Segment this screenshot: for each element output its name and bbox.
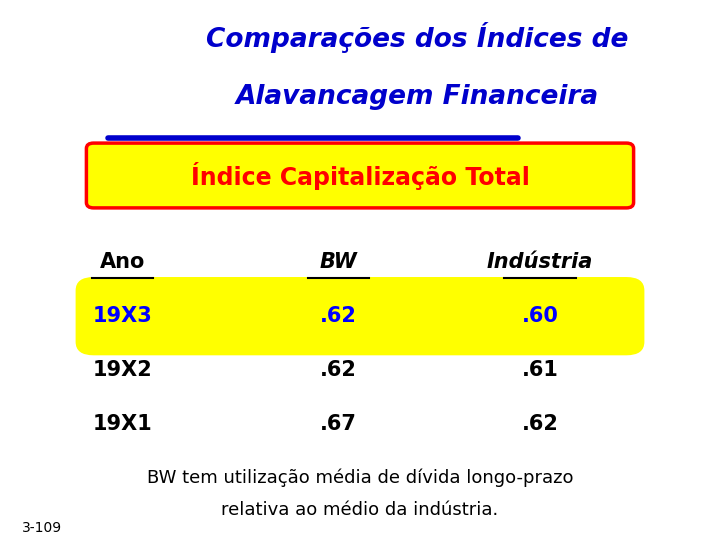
Text: 3-109: 3-109 [22,521,62,535]
Text: Comparações dos Índices de: Comparações dos Índices de [207,22,629,53]
Text: Índice Capitalização Total: Índice Capitalização Total [191,161,529,190]
Text: .62: .62 [320,360,357,380]
Text: .61: .61 [521,360,559,380]
Text: .60: .60 [521,306,559,326]
Text: 19X3: 19X3 [93,306,152,326]
Text: Ano: Ano [99,252,145,272]
Text: relativa ao médio da indústria.: relativa ao médio da indústria. [221,501,499,519]
Text: Indústria: Indústria [487,252,593,272]
Text: Alavancagem Financeira: Alavancagem Financeira [236,84,599,110]
Text: .67: .67 [320,414,357,434]
Text: BW: BW [320,252,357,272]
Text: 19X1: 19X1 [93,414,152,434]
Text: .62: .62 [320,306,357,326]
Text: BW tem utilização média de dívida longo-prazo: BW tem utilização média de dívida longo-… [147,469,573,487]
FancyBboxPatch shape [86,143,634,208]
FancyBboxPatch shape [76,277,644,355]
Text: 19X2: 19X2 [93,360,152,380]
Text: .62: .62 [521,414,559,434]
